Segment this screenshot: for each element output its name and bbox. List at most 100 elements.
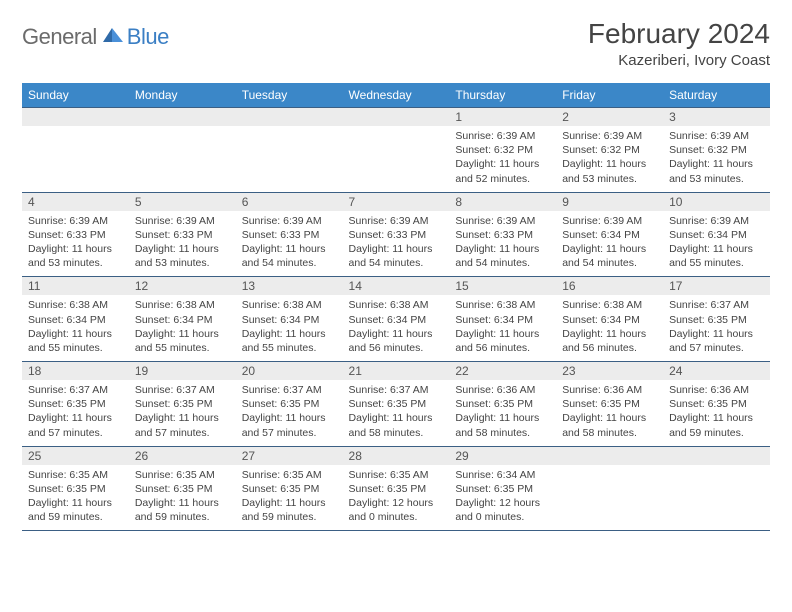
sunset-line: Sunset: 6:32 PM <box>455 143 550 157</box>
daylight-line: Daylight: 11 hours and 54 minutes. <box>562 242 657 270</box>
sunrise-line: Sunrise: 6:36 AM <box>669 383 764 397</box>
sunrise-line: Sunrise: 6:37 AM <box>349 383 444 397</box>
day-cell <box>343 126 450 192</box>
day-cell <box>236 126 343 192</box>
day-number: 16 <box>556 277 663 296</box>
daylight-line: Daylight: 11 hours and 52 minutes. <box>455 157 550 185</box>
sunset-line: Sunset: 6:33 PM <box>242 228 337 242</box>
daylight-line: Daylight: 11 hours and 58 minutes. <box>562 411 657 439</box>
daylight-line: Daylight: 11 hours and 59 minutes. <box>135 496 230 524</box>
daylight-line: Daylight: 11 hours and 59 minutes. <box>669 411 764 439</box>
day-number: 18 <box>22 362 129 381</box>
day-cell: Sunrise: 6:37 AMSunset: 6:35 PMDaylight:… <box>343 380 450 446</box>
daylight-line: Daylight: 11 hours and 54 minutes. <box>349 242 444 270</box>
sunset-line: Sunset: 6:32 PM <box>669 143 764 157</box>
detail-row: Sunrise: 6:37 AMSunset: 6:35 PMDaylight:… <box>22 380 770 446</box>
sunrise-line: Sunrise: 6:38 AM <box>455 298 550 312</box>
sunset-line: Sunset: 6:35 PM <box>455 482 550 496</box>
day-cell: Sunrise: 6:36 AMSunset: 6:35 PMDaylight:… <box>663 380 770 446</box>
daylight-line: Daylight: 11 hours and 58 minutes. <box>455 411 550 439</box>
daylight-line: Daylight: 11 hours and 53 minutes. <box>562 157 657 185</box>
day-cell: Sunrise: 6:35 AMSunset: 6:35 PMDaylight:… <box>129 465 236 531</box>
detail-row: Sunrise: 6:39 AMSunset: 6:32 PMDaylight:… <box>22 126 770 192</box>
sunset-line: Sunset: 6:34 PM <box>135 313 230 327</box>
sunrise-line: Sunrise: 6:37 AM <box>669 298 764 312</box>
day-cell: Sunrise: 6:36 AMSunset: 6:35 PMDaylight:… <box>449 380 556 446</box>
sunset-line: Sunset: 6:35 PM <box>135 482 230 496</box>
day-number: 7 <box>343 192 450 211</box>
sunrise-line: Sunrise: 6:39 AM <box>669 129 764 143</box>
title-block: February 2024 Kazeriberi, Ivory Coast <box>588 18 770 69</box>
day-cell: Sunrise: 6:39 AMSunset: 6:32 PMDaylight:… <box>663 126 770 192</box>
day-cell: Sunrise: 6:36 AMSunset: 6:35 PMDaylight:… <box>556 380 663 446</box>
day-number <box>236 108 343 127</box>
daylight-line: Daylight: 11 hours and 57 minutes. <box>135 411 230 439</box>
day-number: 8 <box>449 192 556 211</box>
day-header: Tuesday <box>236 83 343 108</box>
day-number: 26 <box>129 446 236 465</box>
day-cell: Sunrise: 6:37 AMSunset: 6:35 PMDaylight:… <box>663 295 770 361</box>
day-cell: Sunrise: 6:35 AMSunset: 6:35 PMDaylight:… <box>236 465 343 531</box>
day-number: 20 <box>236 362 343 381</box>
daylight-line: Daylight: 11 hours and 54 minutes. <box>455 242 550 270</box>
day-cell <box>663 465 770 531</box>
day-cell: Sunrise: 6:38 AMSunset: 6:34 PMDaylight:… <box>343 295 450 361</box>
daylight-line: Daylight: 11 hours and 53 minutes. <box>135 242 230 270</box>
sunset-line: Sunset: 6:32 PM <box>562 143 657 157</box>
sunrise-line: Sunrise: 6:36 AM <box>562 383 657 397</box>
day-number: 22 <box>449 362 556 381</box>
day-number <box>129 108 236 127</box>
detail-row: Sunrise: 6:35 AMSunset: 6:35 PMDaylight:… <box>22 465 770 531</box>
sunset-line: Sunset: 6:35 PM <box>28 482 123 496</box>
day-cell <box>129 126 236 192</box>
sunset-line: Sunset: 6:33 PM <box>349 228 444 242</box>
sunrise-line: Sunrise: 6:35 AM <box>242 468 337 482</box>
day-number: 15 <box>449 277 556 296</box>
daylight-line: Daylight: 11 hours and 57 minutes. <box>242 411 337 439</box>
daylight-line: Daylight: 11 hours and 55 minutes. <box>28 327 123 355</box>
sunrise-line: Sunrise: 6:35 AM <box>349 468 444 482</box>
day-cell: Sunrise: 6:35 AMSunset: 6:35 PMDaylight:… <box>343 465 450 531</box>
day-cell: Sunrise: 6:38 AMSunset: 6:34 PMDaylight:… <box>22 295 129 361</box>
daylight-line: Daylight: 11 hours and 56 minutes. <box>455 327 550 355</box>
page-header: General Blue February 2024 Kazeriberi, I… <box>22 18 770 69</box>
day-number: 29 <box>449 446 556 465</box>
day-number: 12 <box>129 277 236 296</box>
location: Kazeriberi, Ivory Coast <box>588 52 770 69</box>
day-cell: Sunrise: 6:38 AMSunset: 6:34 PMDaylight:… <box>449 295 556 361</box>
day-header: Sunday <box>22 83 129 108</box>
sunrise-line: Sunrise: 6:39 AM <box>349 214 444 228</box>
day-number <box>22 108 129 127</box>
sunset-line: Sunset: 6:34 PM <box>562 228 657 242</box>
sunset-line: Sunset: 6:34 PM <box>349 313 444 327</box>
day-header: Wednesday <box>343 83 450 108</box>
day-number: 6 <box>236 192 343 211</box>
sunrise-line: Sunrise: 6:39 AM <box>669 214 764 228</box>
daynum-row: 123 <box>22 108 770 127</box>
sunrise-line: Sunrise: 6:37 AM <box>28 383 123 397</box>
sunrise-line: Sunrise: 6:38 AM <box>28 298 123 312</box>
daynum-row: 18192021222324 <box>22 362 770 381</box>
day-cell: Sunrise: 6:35 AMSunset: 6:35 PMDaylight:… <box>22 465 129 531</box>
sunset-line: Sunset: 6:34 PM <box>28 313 123 327</box>
day-number: 4 <box>22 192 129 211</box>
day-cell: Sunrise: 6:37 AMSunset: 6:35 PMDaylight:… <box>129 380 236 446</box>
sunrise-line: Sunrise: 6:38 AM <box>349 298 444 312</box>
day-cell: Sunrise: 6:39 AMSunset: 6:33 PMDaylight:… <box>236 211 343 277</box>
logo-text-general: General <box>22 24 97 50</box>
daynum-row: 45678910 <box>22 192 770 211</box>
day-cell: Sunrise: 6:34 AMSunset: 6:35 PMDaylight:… <box>449 465 556 531</box>
sunset-line: Sunset: 6:35 PM <box>242 482 337 496</box>
day-number: 2 <box>556 108 663 127</box>
sunrise-line: Sunrise: 6:39 AM <box>242 214 337 228</box>
day-number: 19 <box>129 362 236 381</box>
sunrise-line: Sunrise: 6:38 AM <box>562 298 657 312</box>
sunset-line: Sunset: 6:33 PM <box>135 228 230 242</box>
sunset-line: Sunset: 6:35 PM <box>135 397 230 411</box>
daylight-line: Daylight: 11 hours and 59 minutes. <box>242 496 337 524</box>
day-number: 24 <box>663 362 770 381</box>
sunrise-line: Sunrise: 6:38 AM <box>135 298 230 312</box>
day-cell: Sunrise: 6:38 AMSunset: 6:34 PMDaylight:… <box>556 295 663 361</box>
calendar-thead: SundayMondayTuesdayWednesdayThursdayFrid… <box>22 83 770 108</box>
day-cell: Sunrise: 6:39 AMSunset: 6:33 PMDaylight:… <box>22 211 129 277</box>
